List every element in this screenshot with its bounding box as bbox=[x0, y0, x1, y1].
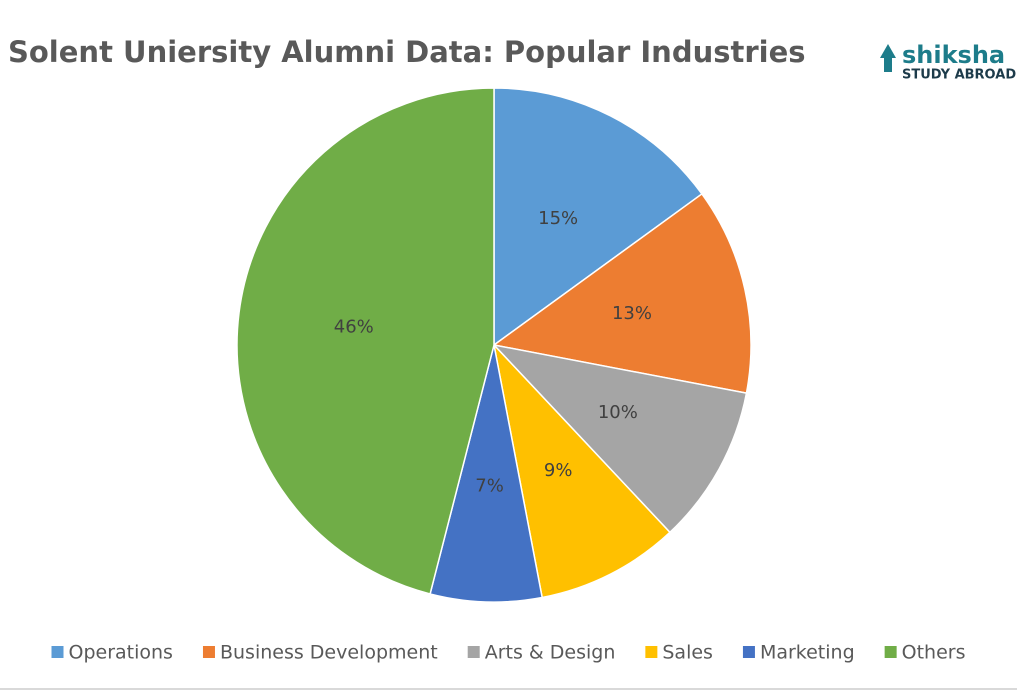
legend-swatch bbox=[51, 646, 64, 658]
pie-slice bbox=[491, 343, 748, 534]
legend-swatch bbox=[884, 646, 897, 658]
legend-label: Arts & Design bbox=[485, 642, 616, 664]
legend-swatch bbox=[645, 646, 658, 658]
pie-slice bbox=[492, 342, 671, 599]
pie-slice bbox=[493, 87, 703, 347]
data-label: 13% bbox=[612, 303, 652, 324]
pie-slice bbox=[236, 87, 495, 595]
legend: Operations Business Development Arts & Des… bbox=[51, 642, 966, 664]
pie-slice bbox=[492, 192, 752, 395]
legend-swatch bbox=[742, 646, 755, 658]
legend-label: Business Development bbox=[220, 642, 438, 664]
legend-swatch bbox=[467, 646, 480, 658]
data-label: 10% bbox=[598, 402, 638, 423]
logo-icon bbox=[880, 44, 896, 72]
legend-label: Others bbox=[902, 642, 966, 664]
chart-title: Solent Uniersity Alumni Data: Popular In… bbox=[8, 35, 806, 69]
pie-slice bbox=[429, 344, 544, 603]
logo: shiksha STUDY ABROAD bbox=[880, 41, 1016, 83]
legend-label: Sales bbox=[662, 642, 713, 664]
legend-label: Operations bbox=[69, 642, 173, 664]
logo-name: shiksha bbox=[902, 41, 1005, 69]
legend-label: Marketing bbox=[760, 642, 855, 664]
data-label: 15% bbox=[538, 208, 578, 229]
data-label: 9% bbox=[544, 460, 573, 481]
data-label: 46% bbox=[334, 316, 374, 337]
legend-swatch bbox=[202, 646, 215, 658]
logo-tagline: STUDY ABROAD bbox=[902, 68, 1016, 83]
data-label: 7% bbox=[475, 475, 504, 496]
